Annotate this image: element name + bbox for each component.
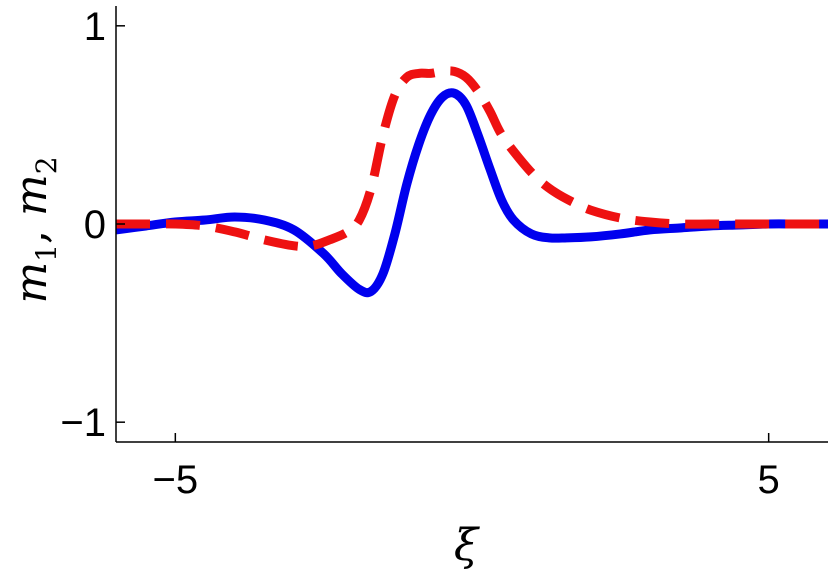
ticks-layer: −5 5 1 0 −1 <box>60 5 779 502</box>
x-tick-label-0: −5 <box>153 458 199 502</box>
y-axis-label-sub1: 1 <box>30 244 63 262</box>
y-axis-label-sep: , <box>6 216 57 244</box>
y-axis-label-sub2: 2 <box>30 156 63 174</box>
solid-series-line-1 <box>116 88 828 298</box>
y-axis-label-m2: m <box>6 174 57 216</box>
y-tick-label-2: −1 <box>60 401 106 445</box>
x-axis-label: ξ <box>454 520 481 571</box>
dashed-series-line-2 <box>116 66 828 252</box>
y-axis-label-m1: m <box>6 262 57 304</box>
x-tick-label-1: 5 <box>758 458 780 502</box>
y-tick-label-1: 0 <box>84 203 106 247</box>
series-layer <box>116 66 828 298</box>
y-axis-label: m1, m2 <box>6 156 63 303</box>
y-tick-label-0: 1 <box>84 5 106 49</box>
